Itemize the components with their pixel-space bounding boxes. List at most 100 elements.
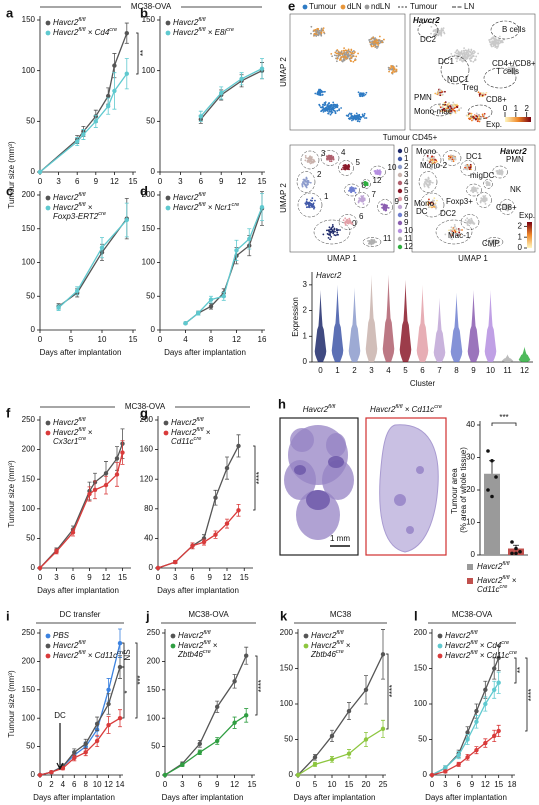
x-tick-label: 7 [437, 366, 442, 375]
umap-dot [452, 101, 455, 104]
significance-bracket [136, 32, 139, 75]
umap-dot [443, 32, 446, 35]
umap-dot [344, 217, 347, 220]
x-tick-label: 0 [296, 780, 301, 789]
legend-label: Havcr2fl/fl [53, 17, 86, 27]
umap-dot [433, 206, 436, 208]
umap-dot [304, 155, 307, 157]
umap-dot [336, 57, 339, 60]
umap-dot [370, 242, 373, 244]
y-tick-label: 80 [144, 504, 153, 513]
data-point [234, 248, 239, 253]
umap-dot [347, 117, 350, 120]
umap-dot [392, 69, 394, 72]
umap-dot [475, 112, 478, 115]
legend-label: 9 [404, 218, 409, 227]
umap-dot [484, 203, 487, 205]
umap-dot [327, 233, 330, 236]
umap-dot [471, 186, 474, 189]
y-tick-label: 100 [22, 66, 36, 75]
legend-swatch [467, 578, 473, 584]
umap-dot [492, 242, 495, 244]
umap-dot [333, 109, 336, 112]
x-tick-label: 0 [38, 335, 43, 344]
chart-title: DC transfer [60, 610, 101, 619]
umap-dot [352, 115, 355, 118]
legend-marker [302, 4, 308, 10]
annotation: * [123, 690, 132, 693]
umap-dot [466, 51, 469, 54]
legend-marker [45, 195, 51, 201]
umap-dot [364, 182, 367, 185]
data-point [99, 245, 105, 250]
data-point [474, 747, 479, 753]
cluster-label: 5 [356, 158, 361, 167]
annotation: **** [388, 685, 397, 697]
umap-dot [433, 199, 436, 202]
umap-dot [363, 197, 366, 200]
umap-dot [483, 94, 485, 97]
data-point [312, 762, 318, 767]
series-line [39, 73, 128, 173]
umap-outline [492, 165, 508, 179]
series-line [39, 452, 124, 569]
x-tick-label: 9 [471, 366, 476, 375]
umap-dot [319, 106, 322, 109]
legend-marker [364, 4, 370, 10]
colorbar-tick-label: 2 [518, 221, 523, 230]
legend-label: 7 [404, 202, 409, 211]
data-point [483, 701, 488, 707]
legend-label: Havcr2fl/fl × Cd4cre [53, 27, 117, 37]
series-line [58, 219, 128, 309]
umap-dot [461, 229, 463, 231]
umap-dot [378, 39, 380, 42]
y-tick-label: 50 [26, 116, 35, 125]
x-tick-label: 3 [369, 366, 374, 375]
umap-dot [450, 104, 453, 106]
x-tick-label: 8 [209, 335, 214, 344]
umap-dot [481, 94, 484, 97]
legend-label: LN [464, 2, 474, 11]
violin [467, 290, 480, 362]
tissue [379, 424, 439, 553]
umap-dot [335, 50, 338, 52]
umap-dot [322, 233, 325, 236]
chart-title: MC38 [330, 610, 352, 619]
umap-dot [330, 52, 333, 55]
violin [416, 284, 429, 362]
legend-label: Tumour [309, 2, 337, 11]
umap-dot [464, 219, 467, 222]
data-point [219, 90, 224, 96]
data-point [490, 494, 494, 499]
data-point [112, 88, 117, 94]
umap-outline [483, 67, 517, 89]
umap-outline [418, 171, 438, 193]
y-tick-label: 200 [140, 415, 154, 424]
legend-marker [397, 172, 403, 178]
y-tick-label: 50 [284, 735, 293, 744]
cell-type-label: Mono-2 [420, 161, 448, 170]
umap-dot [495, 38, 498, 41]
legend-marker [397, 212, 403, 218]
x-tick-label: 5 [69, 335, 74, 344]
tissue-core [328, 456, 344, 468]
umap-dot [432, 160, 435, 163]
data-point [124, 30, 129, 36]
data-point [346, 751, 352, 756]
umap-dot [333, 54, 336, 57]
umap-dot [473, 222, 476, 225]
umap-dot [358, 117, 361, 120]
umap-outline [484, 237, 504, 247]
umap-dot [353, 189, 356, 192]
data-point [465, 730, 470, 735]
violin [365, 274, 378, 362]
umap-dot [363, 181, 366, 183]
y-tick-label: 0 [289, 770, 294, 779]
umap-dot [442, 108, 445, 111]
umap-dot [309, 204, 311, 207]
umap-dot [374, 37, 377, 40]
x-tick-label: 9 [208, 573, 213, 582]
umap-dot [327, 112, 330, 115]
x-axis-label: Days after implantation [37, 586, 119, 595]
legend-marker [397, 244, 403, 250]
